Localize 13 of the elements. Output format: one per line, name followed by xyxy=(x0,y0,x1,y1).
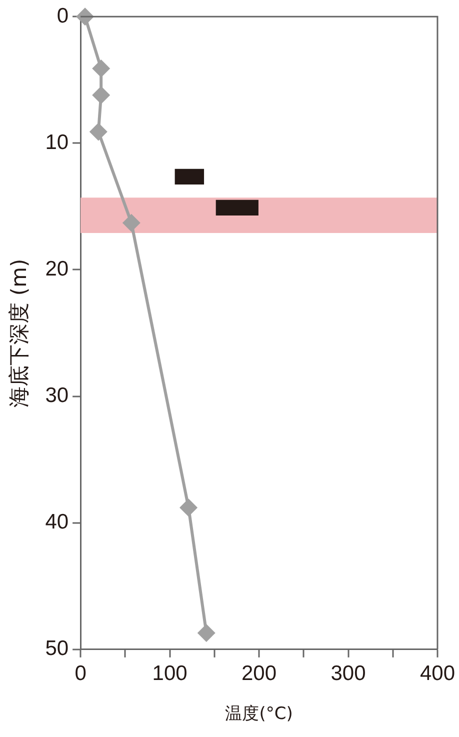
y-tick-label: 30 xyxy=(45,384,69,408)
y-tick-label: 10 xyxy=(45,130,69,154)
y-tick-label: 50 xyxy=(45,637,69,660)
y-tick-label: 0 xyxy=(56,4,69,28)
x-axis-title: 温度(°C) xyxy=(225,704,293,724)
y-tick-label: 20 xyxy=(45,258,69,281)
y-axis-title: 海底下深度 (m) xyxy=(7,258,32,408)
x-tick-label: 300 xyxy=(330,662,366,685)
x-tick-label: 100 xyxy=(152,662,188,685)
y-tick-label: 40 xyxy=(45,510,69,534)
x-tick-label: 400 xyxy=(420,662,456,685)
x-tick-label: 200 xyxy=(241,662,277,685)
x-tick-label: 0 xyxy=(74,662,86,685)
